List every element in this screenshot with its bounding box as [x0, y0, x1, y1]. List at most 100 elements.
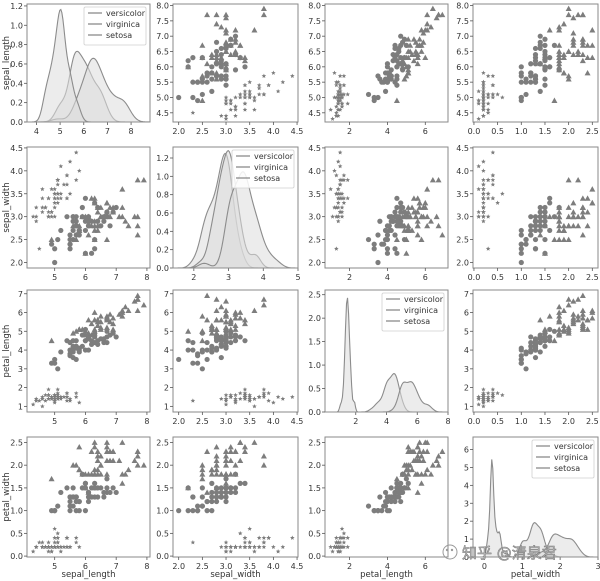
point-triangle	[103, 315, 110, 321]
point-star	[490, 73, 496, 78]
point-star	[481, 85, 486, 91]
point-triangle	[76, 227, 83, 233]
x-tick-label: 0.5	[491, 417, 504, 426]
point-triangle	[403, 54, 410, 61]
point-star	[345, 535, 350, 540]
point-triangle	[424, 186, 431, 192]
point-circle	[528, 73, 534, 79]
point-triangle	[82, 328, 89, 334]
point-circle	[537, 332, 543, 338]
point-circle	[73, 214, 79, 220]
point-circle	[403, 476, 409, 482]
point-star	[37, 398, 42, 403]
point-star	[256, 92, 262, 97]
y-tick-label: 1	[464, 402, 469, 411]
y-tick-label: 2.0	[156, 461, 169, 470]
point-star	[223, 540, 229, 545]
point-star	[261, 73, 267, 78]
point-triangle	[94, 471, 101, 477]
y-tick-label: 0.8	[10, 41, 23, 50]
x-tick-label: 4.5	[291, 127, 304, 136]
point-star	[33, 218, 39, 224]
x-tick-label: 2.0	[562, 417, 575, 426]
point-triangle	[435, 462, 442, 468]
point-star	[58, 544, 64, 549]
point-triangle	[122, 218, 129, 224]
point-circle	[199, 503, 205, 509]
y-tick-label: 5.0	[456, 93, 469, 102]
point-triangle	[414, 453, 421, 459]
point-triangle	[48, 236, 55, 242]
point-triangle	[403, 250, 410, 256]
point-circle	[537, 214, 543, 220]
y-tick-label: 5.5	[308, 78, 321, 87]
point-star	[490, 177, 496, 182]
point-triangle	[584, 326, 591, 332]
point-star	[341, 530, 347, 536]
point-circle	[67, 353, 73, 359]
point-star	[30, 214, 36, 219]
point-triangle	[208, 330, 215, 336]
point-star	[290, 394, 295, 399]
point-circle	[242, 480, 248, 486]
point-circle	[82, 480, 89, 486]
point-triangle	[260, 5, 267, 11]
point-triangle	[420, 448, 427, 454]
x-tick-label: 1.0	[515, 127, 528, 136]
point-star	[40, 396, 45, 401]
series-setosa	[190, 387, 295, 409]
point-triangle	[416, 199, 423, 206]
panel-petal_width-vs-petal_width: 0 1 2 3 0 1 2 3 4 5 6 versicolor virginica setosa peta…	[464, 436, 600, 580]
point-star	[275, 88, 281, 94]
point-star	[52, 398, 57, 403]
y-tick-label: 5	[18, 327, 23, 336]
point-triangle	[119, 439, 126, 445]
point-circle	[398, 200, 404, 206]
point-triangle	[223, 39, 230, 45]
point-triangle	[424, 213, 431, 220]
point-circle	[394, 204, 400, 211]
point-star	[219, 544, 224, 549]
point-star	[233, 544, 238, 549]
point-triangle	[439, 232, 446, 238]
y-tick-label: 0.2	[156, 246, 169, 255]
point-circle	[401, 209, 408, 215]
point-star	[256, 82, 262, 88]
point-circle	[176, 356, 182, 363]
point-triangle	[575, 213, 582, 220]
panel-petal_length-vs-petal_width: 0.0 0.5 1.0 1.5 2.0 2.5 1 2 3 4 5 6 7	[464, 289, 599, 426]
point-star	[485, 191, 491, 196]
point-triangle	[260, 302, 267, 308]
point-triangle	[103, 444, 110, 450]
point-triangle	[420, 204, 427, 210]
point-triangle	[424, 11, 431, 18]
point-circle	[537, 339, 543, 346]
point-star	[40, 403, 45, 409]
series-setosa	[328, 150, 350, 251]
point-circle	[399, 489, 406, 496]
point-circle	[52, 360, 58, 366]
point-triangle	[579, 51, 586, 57]
point-star	[49, 396, 54, 401]
x-tick-label: 0.0	[468, 127, 481, 136]
point-triangle	[414, 54, 421, 61]
x-tick-label: 4.0	[267, 562, 280, 571]
point-circle	[76, 232, 82, 238]
point-circle	[379, 241, 385, 247]
point-circle	[223, 498, 229, 505]
point-triangle	[232, 311, 239, 317]
point-star	[46, 209, 51, 215]
point-triangle	[119, 204, 126, 210]
point-star	[252, 98, 257, 103]
point-star	[242, 544, 248, 549]
point-triangle	[85, 232, 92, 238]
point-triangle	[410, 57, 417, 64]
legend-label-virginica: virginica	[404, 306, 438, 315]
point-triangle	[199, 471, 206, 477]
point-star	[228, 98, 234, 103]
x-tick-label: 6	[83, 562, 88, 571]
x-tick-label: 5	[52, 562, 57, 571]
point-star	[485, 92, 491, 97]
point-triangle	[546, 27, 553, 33]
point-triangle	[223, 60, 230, 67]
